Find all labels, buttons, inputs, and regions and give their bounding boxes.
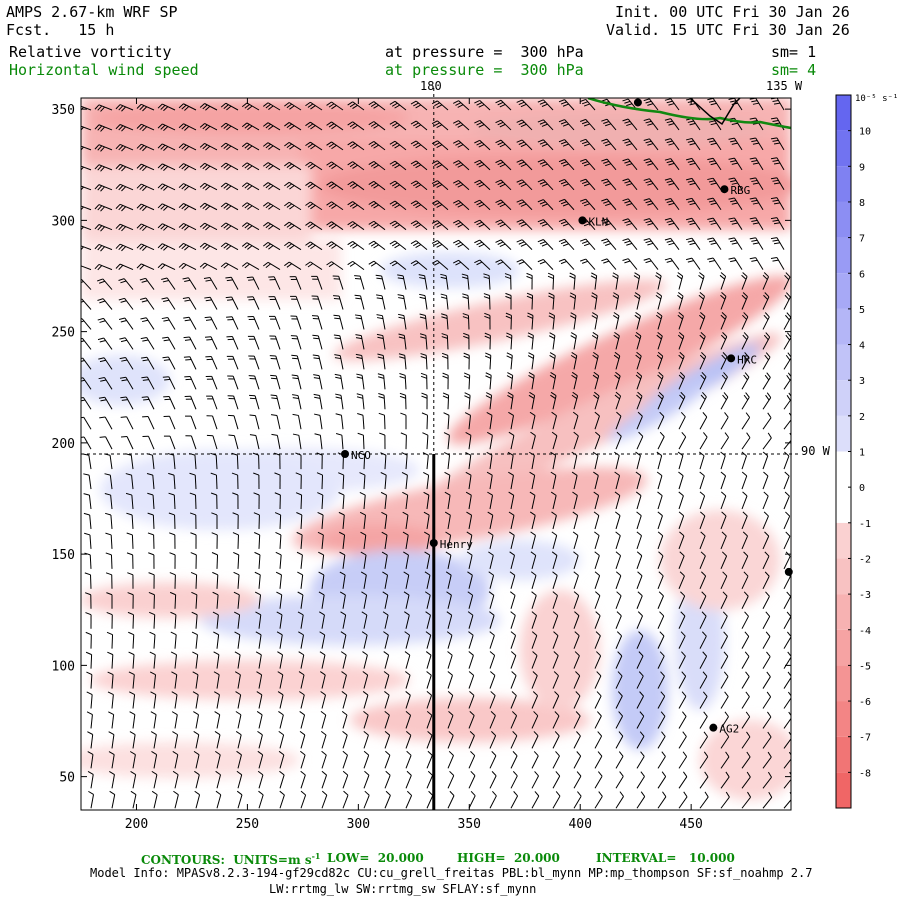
station-label: AG2 (719, 723, 739, 736)
field2-name: Horizontal wind speed (9, 61, 199, 79)
colorbar-segment (836, 201, 851, 238)
x-tick-label: 250 (236, 817, 259, 832)
colorbar-tick-label: -3 (859, 590, 871, 601)
coastline (587, 98, 791, 130)
colorbar-tick-label: -2 (859, 554, 871, 565)
field2-pressure: at pressure = 300 hPa (385, 61, 584, 79)
colorbar-tick-label: 0 (859, 483, 865, 494)
colorbar-segment (836, 701, 851, 737)
model-info-line2: LW:rrtmg_lw SW:rrtmg_sw SFLAY:sf_mynn (269, 882, 537, 896)
colorbar-tick-label: 10 (859, 127, 871, 138)
y-tick-label: 250 (52, 326, 75, 341)
station-marker (429, 539, 438, 547)
field1-smoothing: sm= 1 (771, 43, 817, 61)
colorbar-tick-label: 9 (859, 162, 865, 173)
colorbar-tick-label: 1 (859, 448, 865, 459)
y-tick-label: 300 (52, 214, 75, 229)
x-tick-label: 400 (568, 817, 591, 832)
station-marker (709, 723, 718, 732)
y-axis: 50 100 150 200 250 300 350 (52, 103, 791, 786)
wind-barbs (81, 98, 791, 809)
y-tick-label: 200 (52, 437, 75, 452)
contour-interval: INTERVAL= 10.000 (596, 851, 735, 865)
colorbar-tick-label: 7 (859, 234, 865, 245)
station-marker (341, 450, 350, 458)
colorbar-segment (836, 273, 851, 309)
colorbar-segment (836, 522, 851, 559)
field1-pressure: at pressure = 300 hPa (385, 43, 584, 61)
colorbar-tick-label: 6 (859, 269, 865, 280)
colorbar-segment (836, 558, 851, 595)
station-marker (784, 567, 793, 576)
field2-smoothing: sm= 4 (771, 61, 817, 79)
contour-low: LOW= 20.000 (327, 851, 424, 865)
y-tick-label: 100 (52, 659, 75, 674)
x-tick-label: 200 (125, 817, 148, 832)
forecast-hour: Fcst. 15 h (6, 21, 115, 39)
colorbar-segment (836, 451, 851, 488)
colorbar-tick-label: 5 (859, 305, 865, 316)
colorbar-tick-label: -8 (859, 768, 871, 779)
station-marker (720, 185, 729, 194)
colorbar-segment (836, 166, 851, 202)
colorbar-tick-label: 2 (859, 412, 865, 423)
init-time: Init. 00 UTC Fri 30 Jan 26 (615, 3, 850, 21)
colorbar-segment (836, 665, 851, 702)
colorbar-segment (836, 95, 851, 131)
station-marker (633, 98, 642, 107)
colorbar-segment (836, 629, 851, 666)
colorbar-segment (836, 415, 851, 452)
colorbar-tick-label: 4 (859, 341, 865, 352)
valid-time: Valid. 15 UTC Fri 30 Jan 26 (606, 21, 850, 39)
field1-name: Relative vorticity (9, 43, 172, 61)
colorbar-segment (836, 736, 851, 773)
vorticity-field (81, 98, 791, 810)
station-label: RBG (730, 184, 750, 197)
model-info-line1: Model Info: MPASv8.2.3-194-gf29cd82c CU:… (90, 866, 813, 880)
colorbar-tick-label: -4 (859, 626, 871, 637)
y-tick-label: 150 (52, 548, 75, 563)
colorbar-tick-label: -7 (859, 733, 871, 744)
x-tick-label: 450 (679, 817, 702, 832)
colorbar-tick-label: -1 (859, 519, 871, 530)
x-axis: 200 250 300 350 400 450 (125, 98, 703, 832)
station-label: KLN (588, 215, 608, 228)
colorbar-segment (836, 308, 851, 345)
colorbar-segment (836, 772, 851, 808)
stations: RBG KLN HRC NCO Henry AG2 (341, 98, 793, 736)
lon-label-135w: 135 W (766, 79, 803, 93)
station-label: NCO (351, 449, 371, 462)
lon-label-180: 180 (420, 79, 442, 93)
colorbar-segment (836, 130, 851, 167)
contour-units: CONTOURS: UNITS=m s-1 (141, 851, 321, 867)
model-title: AMPS 2.67-km WRF SP (6, 3, 178, 21)
station-label: HRC (737, 353, 757, 366)
station-label: Henry (440, 538, 473, 551)
lon-label-90w: 90 W (801, 444, 830, 458)
y-tick-label: 50 (59, 771, 75, 786)
colorbar-tick-label: -5 (859, 661, 871, 672)
colorbar-segment (836, 487, 851, 523)
station-marker (578, 216, 587, 225)
contour-high: HIGH= 20.000 (457, 851, 560, 865)
colorbar-segment (836, 380, 851, 416)
land-outline (689, 98, 741, 126)
colorbar-segment (836, 344, 851, 381)
colorbar-tick-label: 8 (859, 198, 865, 209)
colorbar-segment (836, 237, 851, 274)
x-tick-label: 300 (347, 817, 370, 832)
station-marker (727, 354, 736, 363)
colorbar-tick-label: -6 (859, 697, 871, 708)
colorbar-units: 10⁻⁵ s⁻¹ (855, 94, 898, 104)
x-tick-label: 350 (458, 817, 481, 832)
y-tick-label: 350 (52, 103, 75, 118)
colorbar-segment (836, 594, 851, 630)
colorbar-tick-label: 3 (859, 376, 865, 387)
